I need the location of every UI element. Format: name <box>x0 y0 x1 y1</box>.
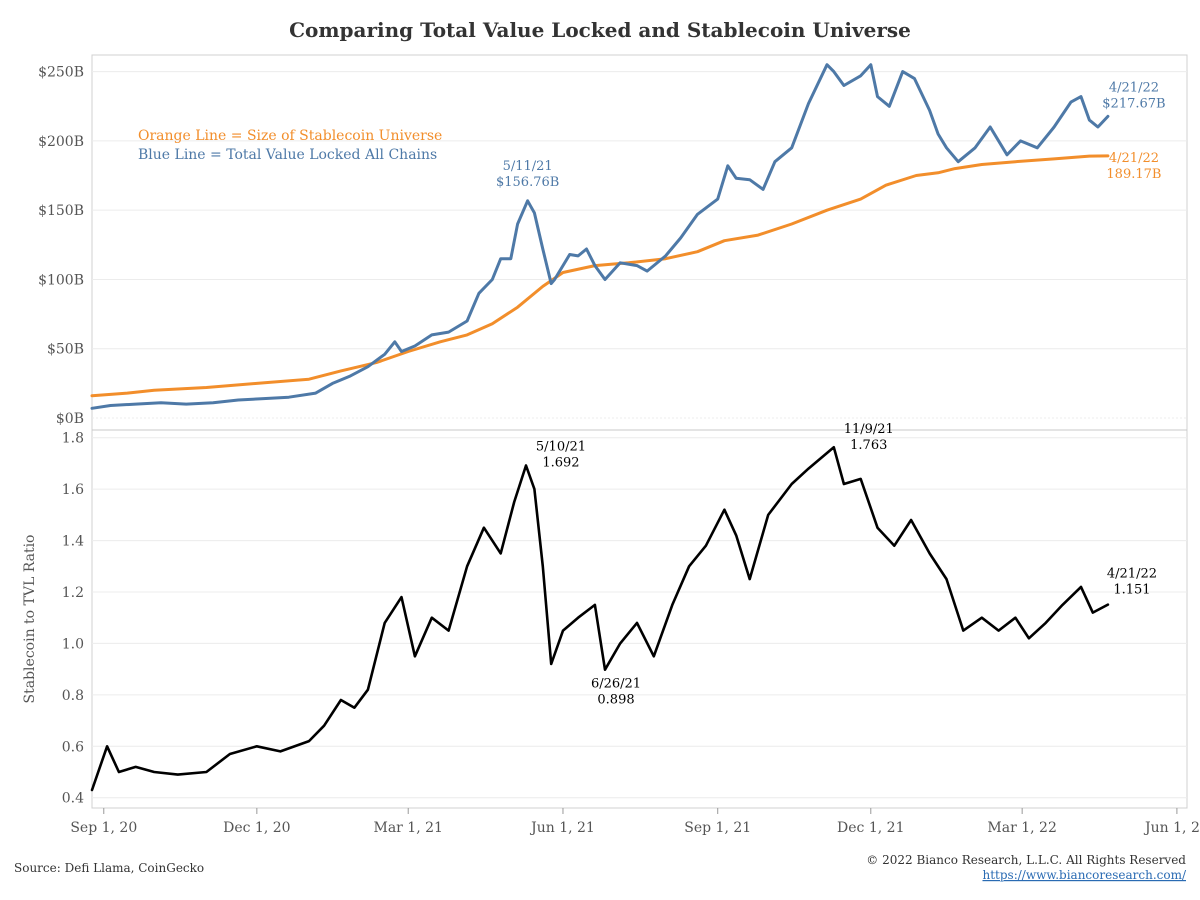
bottom-y-tick-label: 1.0 <box>62 636 84 652</box>
chart-title: Comparing Total Value Locked and Stablec… <box>289 18 911 42</box>
top-y-tick-label: $150B <box>38 203 84 219</box>
series-layer <box>90 63 1110 792</box>
stablecoin-latest-annotation-value: 189.17B <box>1106 167 1161 182</box>
top-y-tick-label: $100B <box>38 272 84 288</box>
plot-border <box>91 54 1188 809</box>
tvl-series-line <box>90 63 1110 410</box>
ratio-latest-annotation-date: 4/21/22 <box>1107 567 1157 582</box>
x-tick-label: Mar 1, 22 <box>987 820 1056 836</box>
legend-tvl: Blue Line = Total Value Locked All Chain… <box>138 147 437 163</box>
x-tick-label: Sep 1, 20 <box>70 820 137 836</box>
top-y-tick-label: $0B <box>56 411 84 427</box>
ratio-y-axis-label: Stablecoin to TVL Ratio <box>22 535 38 704</box>
stablecoin-latest-annotation-date: 4/21/22 <box>1109 151 1159 166</box>
stablecoin-series-line <box>90 154 1110 398</box>
x-tick-label: Dec 1, 21 <box>837 820 904 836</box>
ratio-trough-june-annotation-date: 6/26/21 <box>591 677 641 692</box>
ratio-peak-nov-annotation-date: 11/9/21 <box>844 422 894 437</box>
top-grid <box>92 71 1187 419</box>
legend: Orange Line = Size of Stablecoin Univers… <box>138 128 442 163</box>
tvl-peak-annotation-date: 5/11/21 <box>503 159 553 174</box>
tvl-latest-annotation-value: $217.67B <box>1102 96 1165 111</box>
bottom-y-tick-label: 0.8 <box>62 688 84 704</box>
x-tick-label: Jun 1, 21 <box>529 820 595 836</box>
ratio-peak-may-annotation-value: 1.692 <box>542 455 579 470</box>
x-tick-label: Dec 1, 20 <box>223 820 290 836</box>
x-axis: Sep 1, 20 Dec 1, 20 Mar 1, 21 Jun 1, 21 Sep … <box>70 808 1200 836</box>
bottom-y-tick-label: 1.8 <box>62 431 84 447</box>
ratio-peak-may-annotation-date: 5/10/21 <box>536 439 586 454</box>
x-tick-label: Mar 1, 21 <box>373 820 442 836</box>
panel-frame <box>91 54 1188 809</box>
bottom-y-axis: 0.4 0.6 0.8 1.0 1.2 1.4 1.6 1.8 <box>62 431 84 807</box>
annotation-layer: 5/11/21$156.76B4/21/22$217.67B4/21/22189… <box>496 80 1166 707</box>
source-note: Source: Defi Llama, CoinGecko <box>14 861 204 875</box>
top-y-tick-label: $250B <box>38 65 84 81</box>
bottom-y-tick-label: 1.4 <box>62 534 84 550</box>
ratio-latest-annotation-value: 1.151 <box>1113 583 1150 598</box>
top-y-tick-label: $200B <box>38 134 84 150</box>
ratio-peak-nov-annotation-value: 1.763 <box>850 438 887 453</box>
x-tick-label: Jun 1, 22 <box>1143 820 1200 836</box>
top-y-tick-label: $50B <box>47 342 84 358</box>
tvl-peak-annotation-value: $156.76B <box>496 175 559 190</box>
bottom-y-tick-label: 1.6 <box>62 482 84 498</box>
ratio-series-line <box>90 445 1110 792</box>
bottom-y-tick-label: 0.6 <box>62 739 84 755</box>
copyright-note: © 2022 Bianco Research, L.L.C. All Right… <box>866 853 1186 867</box>
bottom-grid <box>92 437 1187 799</box>
tvl-latest-annotation-date: 4/21/22 <box>1109 80 1159 95</box>
legend-stablecoin: Orange Line = Size of Stablecoin Univers… <box>138 128 442 144</box>
website-link[interactable]: https://www.biancoresearch.com/ <box>982 868 1186 882</box>
bottom-y-tick-label: 0.4 <box>62 791 84 807</box>
bottom-y-tick-label: 1.2 <box>62 585 84 601</box>
x-tick-label: Sep 1, 21 <box>684 820 751 836</box>
ratio-trough-june-annotation-value: 0.898 <box>597 693 634 708</box>
top-y-axis: $0B $50B $100B $150B $200B $250B <box>38 65 84 427</box>
